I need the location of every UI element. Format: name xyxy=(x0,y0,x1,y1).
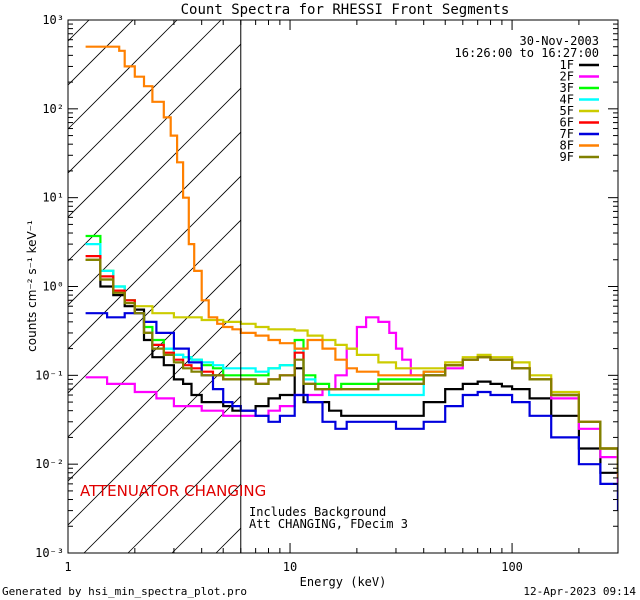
plot-frame xyxy=(67,19,619,554)
x-tick-label: 1 xyxy=(64,560,71,574)
x-axis xyxy=(67,20,619,553)
legend-label-4F: 4F xyxy=(560,93,574,107)
hatch-line xyxy=(68,131,241,306)
time-range-label: 16:26:00 to 16:27:00 xyxy=(455,46,600,60)
hatch-line xyxy=(68,87,241,262)
hatch-line xyxy=(68,20,222,174)
attenuator-status-note: Att CHANGING, FDecim 3 xyxy=(249,517,408,531)
series-7F xyxy=(85,312,618,511)
series-9F xyxy=(85,258,618,473)
legend-label-6F: 6F xyxy=(560,116,574,130)
hatch-line xyxy=(68,20,134,86)
legend-label-1F: 1F xyxy=(560,58,574,72)
background-note: Includes Background xyxy=(249,505,386,519)
hatch-line xyxy=(68,351,241,526)
attenuator-hatch-region xyxy=(68,0,640,553)
hatch-line xyxy=(127,439,241,553)
series-4F xyxy=(85,243,618,473)
y-tick-label: 10⁻² xyxy=(35,457,64,471)
y-tick-label: 10² xyxy=(42,102,64,116)
hatch-line xyxy=(68,20,90,42)
hatch-line xyxy=(260,0,640,553)
attenuator-warning: ATTENUATOR CHANGING xyxy=(80,482,266,500)
generated-by-footer: Generated by hsi_min_spectra_plot.pro xyxy=(2,585,247,598)
hatch-line xyxy=(68,175,241,350)
y-tick-label: 10¹ xyxy=(42,191,64,205)
hatch-line xyxy=(68,307,241,482)
x-tick-label: 10 xyxy=(283,560,297,574)
hatch-line xyxy=(68,219,241,394)
hatch-line xyxy=(215,527,241,553)
hatch-line xyxy=(304,0,640,553)
series-8F xyxy=(85,45,618,478)
date-label: 30-Nov-2003 xyxy=(520,34,599,48)
hatch-line xyxy=(68,43,241,218)
y-tick-label: 10⁰ xyxy=(42,280,64,294)
y-axis xyxy=(68,23,618,554)
hatch-line xyxy=(83,395,241,553)
legend-label-5F: 5F xyxy=(560,104,574,118)
series-2F xyxy=(85,316,618,484)
y-tick-label: 10³ xyxy=(42,13,64,27)
hatch-line xyxy=(348,0,640,553)
legend-label-3F: 3F xyxy=(560,81,574,95)
y-tick-label: 10⁻³ xyxy=(35,546,64,560)
legend-label-9F: 9F xyxy=(560,150,574,164)
chart-title: Count Spectra for RHESSI Front Segments xyxy=(181,2,510,18)
hatch-line xyxy=(68,20,178,130)
timestamp-footer: 12-Apr-2023 09:14 xyxy=(523,585,636,598)
x-axis-label: Energy (keV) xyxy=(300,575,387,589)
legend-label-7F: 7F xyxy=(560,127,574,141)
legend-label-8F: 8F xyxy=(560,139,574,153)
y-tick-label: 10⁻¹ xyxy=(35,368,64,382)
x-tick-label: 100 xyxy=(501,560,523,574)
y-axis-label: counts cm⁻² s⁻¹ keV⁻¹ xyxy=(25,220,39,352)
hatch-line xyxy=(68,263,241,438)
legend-label-2F: 2F xyxy=(560,70,574,84)
